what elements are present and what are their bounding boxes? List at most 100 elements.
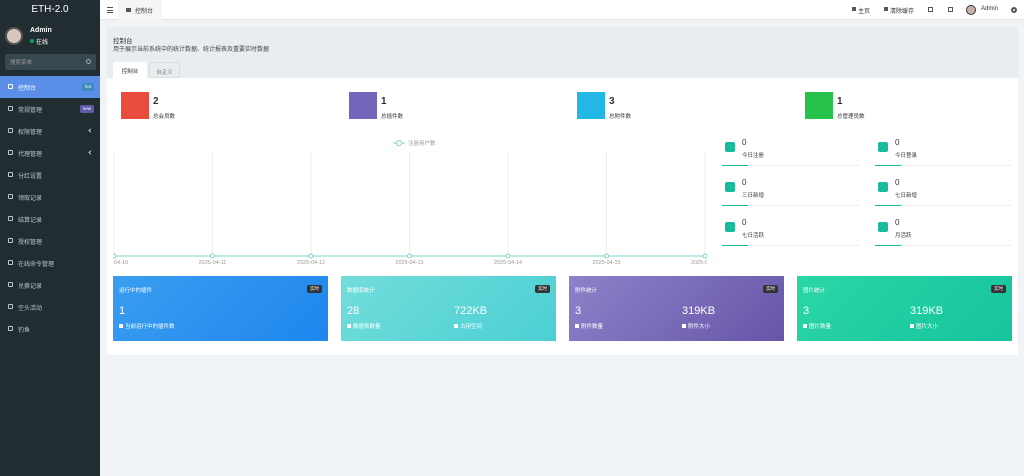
data-point bbox=[308, 253, 314, 259]
data-point bbox=[505, 253, 511, 259]
user-status: 在线 bbox=[36, 40, 49, 46]
card-badge: 实时 bbox=[763, 285, 778, 293]
mini-label: 今日登录 bbox=[895, 153, 918, 159]
stat-card: 数据库统计 实时 28 数据表数量 722KB 占用空间 bbox=[341, 276, 556, 341]
nav-user[interactable]: Admin bbox=[981, 6, 999, 12]
menu-label: 分红设置 bbox=[18, 174, 43, 180]
menu-item[interactable]: 结算记录 bbox=[0, 208, 100, 230]
nav-settings[interactable] bbox=[1011, 7, 1017, 13]
nav-icon[interactable] bbox=[928, 7, 933, 12]
legend-marker bbox=[396, 140, 402, 146]
mini-label: 三日新增 bbox=[742, 193, 765, 199]
mini-track bbox=[722, 245, 859, 246]
menu-icon bbox=[8, 106, 13, 111]
tab-label: 控制台 bbox=[135, 9, 154, 15]
mini-label: 今日注册 bbox=[742, 153, 765, 159]
panel-tab-label: 自定义 bbox=[156, 70, 173, 76]
mini-icon bbox=[725, 142, 735, 152]
menu-icon bbox=[8, 84, 13, 89]
card-badge: 实时 bbox=[307, 285, 322, 293]
menu-item[interactable]: 权限管理 bbox=[0, 120, 100, 142]
x-tick-label: 2025-04-11 bbox=[199, 260, 227, 266]
menu-label: 授权管理 bbox=[18, 240, 43, 246]
chart: 2025-04-10 2025-04-11 2025-04-12 2025-04-13… bbox=[113, 139, 707, 266]
mini-bar bbox=[722, 165, 748, 166]
nav-icon[interactable] bbox=[948, 7, 953, 12]
menu-badge: hot bbox=[81, 83, 94, 91]
menu-item[interactable]: 兑换记录 bbox=[0, 274, 100, 296]
card-label-icon bbox=[347, 324, 351, 328]
mini-value: 0 bbox=[742, 138, 747, 147]
nav-avatar bbox=[966, 5, 976, 15]
x-tick-label: 2025-04-12 bbox=[297, 260, 325, 266]
card-value: 3 bbox=[575, 305, 582, 317]
card-value: 3 bbox=[803, 305, 810, 317]
stat-value: 1 bbox=[837, 96, 843, 107]
menu-item[interactable]: 领取记录 bbox=[0, 186, 100, 208]
menu-label: 结算记录 bbox=[18, 218, 43, 224]
mini-track bbox=[875, 245, 1012, 246]
mini-bar bbox=[875, 165, 901, 166]
x-tick-label: 2025-04-16 bbox=[691, 260, 707, 266]
stat-label: 总管理员数 bbox=[837, 114, 865, 120]
card-title: 附件统计 bbox=[575, 288, 598, 294]
menu-item[interactable]: 代理管理 bbox=[0, 142, 100, 164]
menu-icon bbox=[8, 128, 13, 133]
menu-item[interactable]: 分红设置 bbox=[0, 164, 100, 186]
stat-label: 总附件数 bbox=[609, 114, 632, 120]
menu-icon bbox=[8, 304, 13, 309]
panel-tab[interactable]: 控制台 bbox=[113, 62, 147, 78]
menu-icon bbox=[8, 238, 13, 243]
x-tick-label: 2025-04-13 bbox=[395, 260, 423, 266]
card-label: 图片大小 bbox=[916, 324, 939, 330]
menu-icon bbox=[8, 326, 13, 331]
stat-value: 1 bbox=[381, 96, 387, 107]
card-label-icon bbox=[682, 324, 686, 328]
mini-icon bbox=[878, 182, 888, 192]
data-point bbox=[407, 253, 412, 259]
card-value: 319KB bbox=[682, 305, 716, 317]
panel-tab[interactable]: 自定义 bbox=[149, 62, 180, 78]
panel-header: 控制台 用于展示当前系统中的统计数据、统计报表及重要实时数据 控制台 自定义 bbox=[107, 27, 1018, 78]
menu-icon bbox=[8, 172, 13, 177]
card-title: 图片统计 bbox=[803, 288, 826, 294]
menu-icon bbox=[8, 150, 13, 155]
menu-item[interactable]: 钓鱼 bbox=[0, 318, 100, 340]
mini-value: 0 bbox=[742, 218, 747, 227]
menu-item[interactable]: 在线命令管理 bbox=[0, 252, 100, 274]
stat-card: 附件统计 实时 3 附件数量 319KB 附件大小 bbox=[569, 276, 784, 341]
legend-label: 注册用户数 bbox=[408, 139, 436, 147]
panel-description: 用于展示当前系统中的统计数据、统计报表及重要实时数据 bbox=[113, 47, 270, 53]
menu-item[interactable]: 授权管理 bbox=[0, 230, 100, 252]
mini-value: 0 bbox=[742, 178, 747, 187]
mini-icon bbox=[725, 222, 735, 232]
menu-item[interactable]: 空头活动 bbox=[0, 296, 100, 318]
menu-toggle[interactable] bbox=[107, 7, 113, 13]
logo: ETH-2.0 bbox=[31, 4, 69, 15]
nav-tab[interactable]: 控制台 bbox=[118, 0, 162, 20]
mini-label: 七日新增 bbox=[895, 193, 918, 199]
nav-link-icon bbox=[852, 7, 856, 11]
menu-icon bbox=[8, 216, 13, 221]
card-value: 28 bbox=[347, 305, 360, 317]
navbar: 控制台 主页 清除缓存 Admin bbox=[100, 0, 1024, 20]
card-label: 当前运行中的插件数 bbox=[125, 324, 175, 330]
data-point bbox=[210, 253, 215, 259]
mini-icon bbox=[878, 142, 888, 152]
card-label-icon bbox=[575, 324, 579, 328]
mini-bar bbox=[875, 245, 901, 246]
menu-item[interactable]: 常规管理 new bbox=[0, 98, 100, 120]
stat-card: 图片统计 实时 3 图片数量 319KB 图片大小 bbox=[797, 276, 1012, 341]
panel: 控制台 用于展示当前系统中的统计数据、统计报表及重要实时数据 控制台 自定义 2 总会员数… bbox=[107, 27, 1018, 355]
mini-icon bbox=[878, 222, 888, 232]
menu-label: 空头活动 bbox=[18, 306, 43, 312]
mini-track bbox=[875, 165, 1012, 166]
search-box[interactable]: 搜索菜单 bbox=[5, 54, 96, 70]
search-icon bbox=[86, 59, 91, 64]
mini-bar bbox=[722, 205, 748, 206]
menu-item[interactable]: 控制台 hot bbox=[0, 76, 100, 98]
menu-icon bbox=[8, 282, 13, 287]
card-label-icon bbox=[119, 324, 123, 328]
card-label: 数据表数量 bbox=[353, 324, 381, 330]
sidebar: ETH-2.0 Admin 在线 搜索菜单 控制台 hot 常规管理 new 权限管理 代理管理分… bbox=[0, 0, 100, 476]
